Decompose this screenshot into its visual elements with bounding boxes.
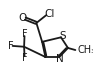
Text: F: F — [22, 53, 27, 63]
Text: O: O — [19, 13, 27, 23]
Text: N: N — [56, 54, 64, 64]
Text: S: S — [60, 31, 66, 41]
Text: F: F — [8, 41, 13, 51]
Text: F: F — [22, 29, 27, 39]
Text: Cl: Cl — [44, 9, 54, 19]
Text: CH₃: CH₃ — [77, 45, 93, 55]
